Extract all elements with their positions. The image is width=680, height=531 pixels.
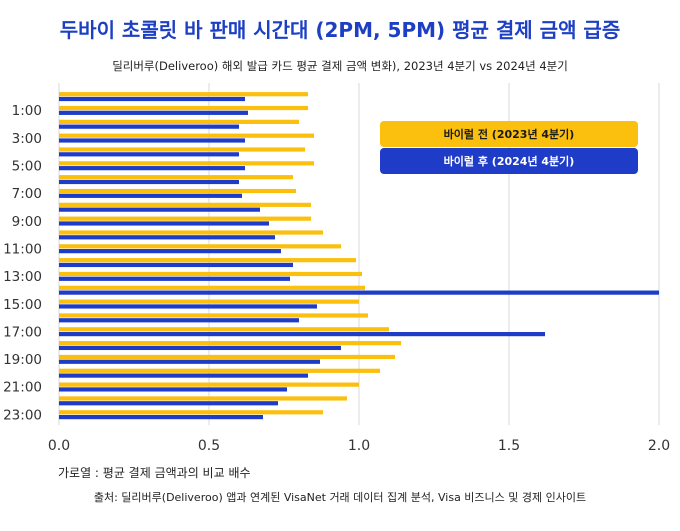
bar-after: [59, 290, 659, 295]
y-tick-label: 19:00: [3, 352, 42, 368]
chart-title: 두바이 초콜릿 바 판매 시간대 (2PM, 5PM) 평균 결제 금액 급증: [59, 18, 621, 42]
axis-note: 가로열 : 평균 결제 금액과의 비교 배수: [58, 466, 251, 480]
x-tick-label: 2.0: [648, 438, 670, 454]
y-tick-label: 5:00: [12, 158, 42, 174]
bar-before: [59, 175, 293, 180]
bar-before: [59, 382, 359, 387]
bar-before: [59, 188, 296, 194]
bar-after: [59, 193, 242, 198]
bar-after: [59, 304, 317, 309]
bar-before: [59, 368, 380, 373]
bar-after: [59, 373, 308, 378]
y-tick-label: 11:00: [3, 241, 42, 257]
legend-item-before: 바이럴 전 (2023년 4분기): [380, 121, 638, 147]
bar-before: [59, 299, 359, 304]
y-tick-label: 15:00: [3, 297, 42, 313]
y-tick-label: 21:00: [3, 380, 42, 396]
y-tick-label: 3:00: [12, 131, 42, 147]
y-tick-label: 17:00: [3, 324, 42, 340]
bar-before: [59, 354, 395, 360]
bar-before: [59, 341, 401, 346]
bar-after: [59, 138, 245, 143]
bar-before: [59, 313, 368, 318]
bar-after: [59, 152, 239, 157]
bar-after: [59, 96, 245, 102]
bar-before: [59, 396, 347, 401]
bar-after: [59, 235, 275, 240]
bar-after: [59, 179, 239, 185]
x-tick-label: 0.0: [48, 438, 70, 454]
y-tick-label: 23:00: [3, 407, 42, 423]
bar-before: [59, 92, 308, 97]
bar-before: [59, 258, 356, 263]
legend-item-after: 바이럴 후 (2024년 4분기): [380, 148, 638, 174]
chart-subtitle: 딜리버루(Deliveroo) 해외 발급 카드 평균 결제 금액 변화), 2…: [112, 59, 568, 73]
bar-before: [59, 119, 299, 124]
bar-after: [59, 359, 320, 364]
bar-before: [59, 133, 314, 138]
bar-after: [59, 110, 248, 115]
bar-before: [59, 216, 311, 221]
bar-after: [59, 387, 287, 392]
bar-after: [59, 332, 545, 337]
bar-after: [59, 414, 263, 420]
bar-after: [59, 262, 293, 268]
y-tick-label: 1:00: [12, 103, 42, 119]
bar-before: [59, 161, 314, 166]
bar-after: [59, 249, 281, 254]
bar-before: [59, 202, 311, 207]
bar-after: [59, 166, 245, 171]
bar-before: [59, 327, 389, 332]
x-tick-label: 0.5: [198, 438, 220, 454]
bar-after: [59, 345, 341, 351]
bar-after: [59, 318, 299, 323]
bar-before: [59, 410, 323, 415]
bar-after: [59, 207, 260, 212]
bar-before: [59, 271, 362, 277]
bar-before: [59, 147, 305, 152]
y-tick-label: 7:00: [12, 186, 42, 202]
y-tick-label: 9:00: [12, 214, 42, 230]
x-tick-label: 1.0: [348, 438, 370, 454]
bar-after: [59, 221, 269, 226]
bar-before: [59, 244, 341, 249]
x-tick-label: 1.5: [498, 438, 520, 454]
y-tick-label: 13:00: [3, 269, 42, 285]
bar-before: [59, 230, 323, 235]
bar-after: [59, 276, 290, 281]
source-note: 출처: 딜리버루(Deliveroo) 앱과 연계된 VisaNet 거래 데이…: [93, 491, 587, 504]
bar-before: [59, 105, 308, 111]
bar-after: [59, 401, 278, 406]
bar-before: [59, 285, 365, 290]
bar-after: [59, 124, 239, 129]
